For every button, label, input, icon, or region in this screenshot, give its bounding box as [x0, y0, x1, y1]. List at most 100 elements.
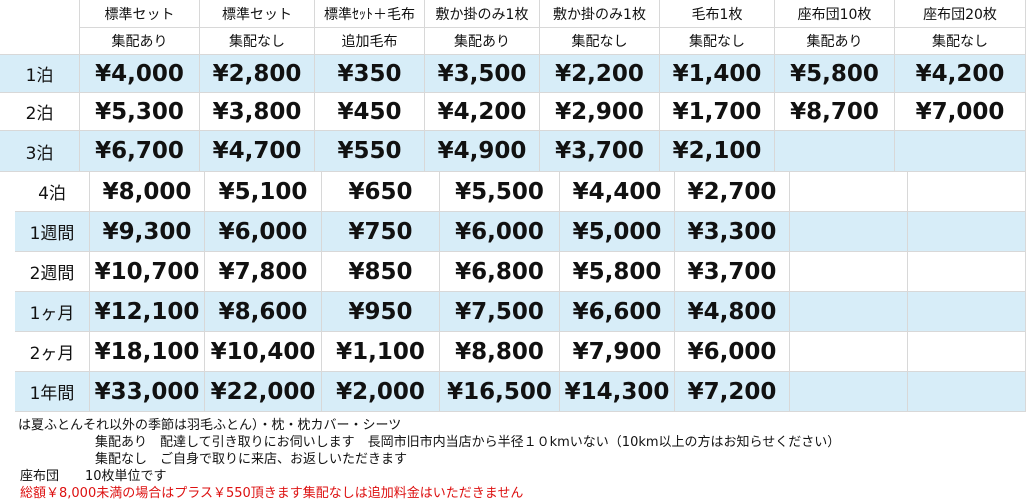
price-cell: ¥950: [322, 292, 440, 332]
price-cell: [908, 372, 1026, 412]
price-cell: ¥12,100: [90, 292, 205, 332]
price-cell: ¥650: [322, 172, 440, 212]
price-cell: ¥5,300: [80, 93, 200, 131]
header-cell: 標準ｾｯﾄ＋毛布: [315, 0, 425, 28]
header-cell: 座布団20枚: [895, 0, 1026, 28]
price-cell: ¥550: [315, 131, 425, 172]
price-cell: ¥2,700: [675, 172, 790, 212]
price-cell: [908, 212, 1026, 252]
price-cell: ¥5,000: [560, 212, 675, 252]
price-cell: ¥8,600: [205, 292, 322, 332]
price-cell: ¥1,400: [660, 55, 775, 93]
price-cell: [908, 172, 1026, 212]
price-cell: [790, 172, 908, 212]
subheader-cell: 集配なし: [895, 28, 1026, 55]
price-cell: [908, 332, 1026, 372]
price-cell: ¥2,200: [540, 55, 660, 93]
row-label: 2泊: [0, 93, 80, 131]
price-cell: ¥5,100: [205, 172, 322, 212]
price-cell: ¥4,200: [425, 93, 540, 131]
price-cell: ¥8,800: [440, 332, 560, 372]
header-cell: 標準セット: [80, 0, 200, 28]
price-cell: [790, 372, 908, 412]
price-cell: ¥450: [315, 93, 425, 131]
price-cell: [790, 252, 908, 292]
price-cell: ¥16,500: [440, 372, 560, 412]
subheader-cell: 集配あり: [775, 28, 895, 55]
price-cell: [895, 131, 1026, 172]
price-cell: ¥9,300: [90, 212, 205, 252]
price-cell: ¥6,000: [440, 212, 560, 252]
price-cell: ¥14,300: [560, 372, 675, 412]
header-cell: [0, 0, 80, 55]
price-cell: ¥6,000: [205, 212, 322, 252]
price-cell: ¥1,100: [322, 332, 440, 372]
price-cell: ¥18,100: [90, 332, 205, 372]
subheader-cell: 集配あり: [425, 28, 540, 55]
subheader-cell: 集配なし: [200, 28, 315, 55]
row-label: 1ヶ月: [15, 292, 90, 332]
subheader-cell: 集配あり: [80, 28, 200, 55]
note: 集配あり 配達して引き取りにお伺いします 長岡市旧市内当店から半径１０kmいない…: [95, 435, 841, 450]
price-cell: ¥4,000: [80, 55, 200, 93]
note: 集配なし ご自身で取りに来店、お返しいただきます: [95, 452, 408, 467]
price-cell: ¥7,900: [560, 332, 675, 372]
header-cell: 毛布1枚: [660, 0, 775, 28]
price-cell: ¥4,400: [560, 172, 675, 212]
price-cell: ¥750: [322, 212, 440, 252]
price-cell: ¥850: [322, 252, 440, 292]
price-cell: ¥4,800: [675, 292, 790, 332]
price-cell: ¥5,800: [560, 252, 675, 292]
price-cell: [790, 292, 908, 332]
price-cell: [790, 332, 908, 372]
row-label: 4泊: [15, 172, 90, 212]
note: は夏ふとんそれ以外の季節は羽毛ふとん）・枕・枕カバー・シーツ: [18, 418, 402, 433]
price-cell: ¥2,900: [540, 93, 660, 131]
row-label: 2週間: [15, 252, 90, 292]
subheader-cell: 追加毛布: [315, 28, 425, 55]
price-cell: ¥8,000: [90, 172, 205, 212]
price-cell: ¥6,700: [80, 131, 200, 172]
price-cell: ¥3,700: [675, 252, 790, 292]
row-label: 3泊: [0, 131, 80, 172]
price-cell: ¥3,800: [200, 93, 315, 131]
price-cell: ¥4,900: [425, 131, 540, 172]
subheader-cell: 集配なし: [540, 28, 660, 55]
price-cell: ¥33,000: [90, 372, 205, 412]
price-cell: [775, 131, 895, 172]
price-cell: ¥22,000: [205, 372, 322, 412]
price-cell: ¥7,500: [440, 292, 560, 332]
price-cell: ¥7,200: [675, 372, 790, 412]
note: 座布団 10枚単位です: [20, 469, 167, 484]
price-cell: ¥2,000: [322, 372, 440, 412]
row-label: 1週間: [15, 212, 90, 252]
price-cell: ¥7,800: [205, 252, 322, 292]
price-cell: ¥8,700: [775, 93, 895, 131]
price-cell: ¥5,800: [775, 55, 895, 93]
price-cell: ¥1,700: [660, 93, 775, 131]
price-cell: [908, 292, 1026, 332]
price-cell: ¥5,500: [440, 172, 560, 212]
price-cell: ¥3,500: [425, 55, 540, 93]
price-cell: ¥6,800: [440, 252, 560, 292]
price-cell: [790, 212, 908, 252]
note: 総額￥8,000未満の場合はプラス￥550頂きます集配なしは追加料金はいただきま…: [20, 486, 524, 499]
price-cell: ¥3,300: [675, 212, 790, 252]
header-cell: 標準セット: [200, 0, 315, 28]
price-cell: ¥7,000: [895, 93, 1026, 131]
header-cell: 敷か掛のみ1枚: [425, 0, 540, 28]
price-cell: ¥4,200: [895, 55, 1026, 93]
price-cell: ¥10,700: [90, 252, 205, 292]
header-cell: 敷か掛のみ1枚: [540, 0, 660, 28]
header-cell: 座布団10枚: [775, 0, 895, 28]
subheader-cell: 集配なし: [660, 28, 775, 55]
price-cell: ¥6,000: [675, 332, 790, 372]
price-cell: ¥350: [315, 55, 425, 93]
row-label: 2ヶ月: [15, 332, 90, 372]
row-label: 1泊: [0, 55, 80, 93]
price-cell: ¥2,100: [660, 131, 775, 172]
price-cell: ¥2,800: [200, 55, 315, 93]
price-cell: ¥3,700: [540, 131, 660, 172]
price-cell: ¥6,600: [560, 292, 675, 332]
